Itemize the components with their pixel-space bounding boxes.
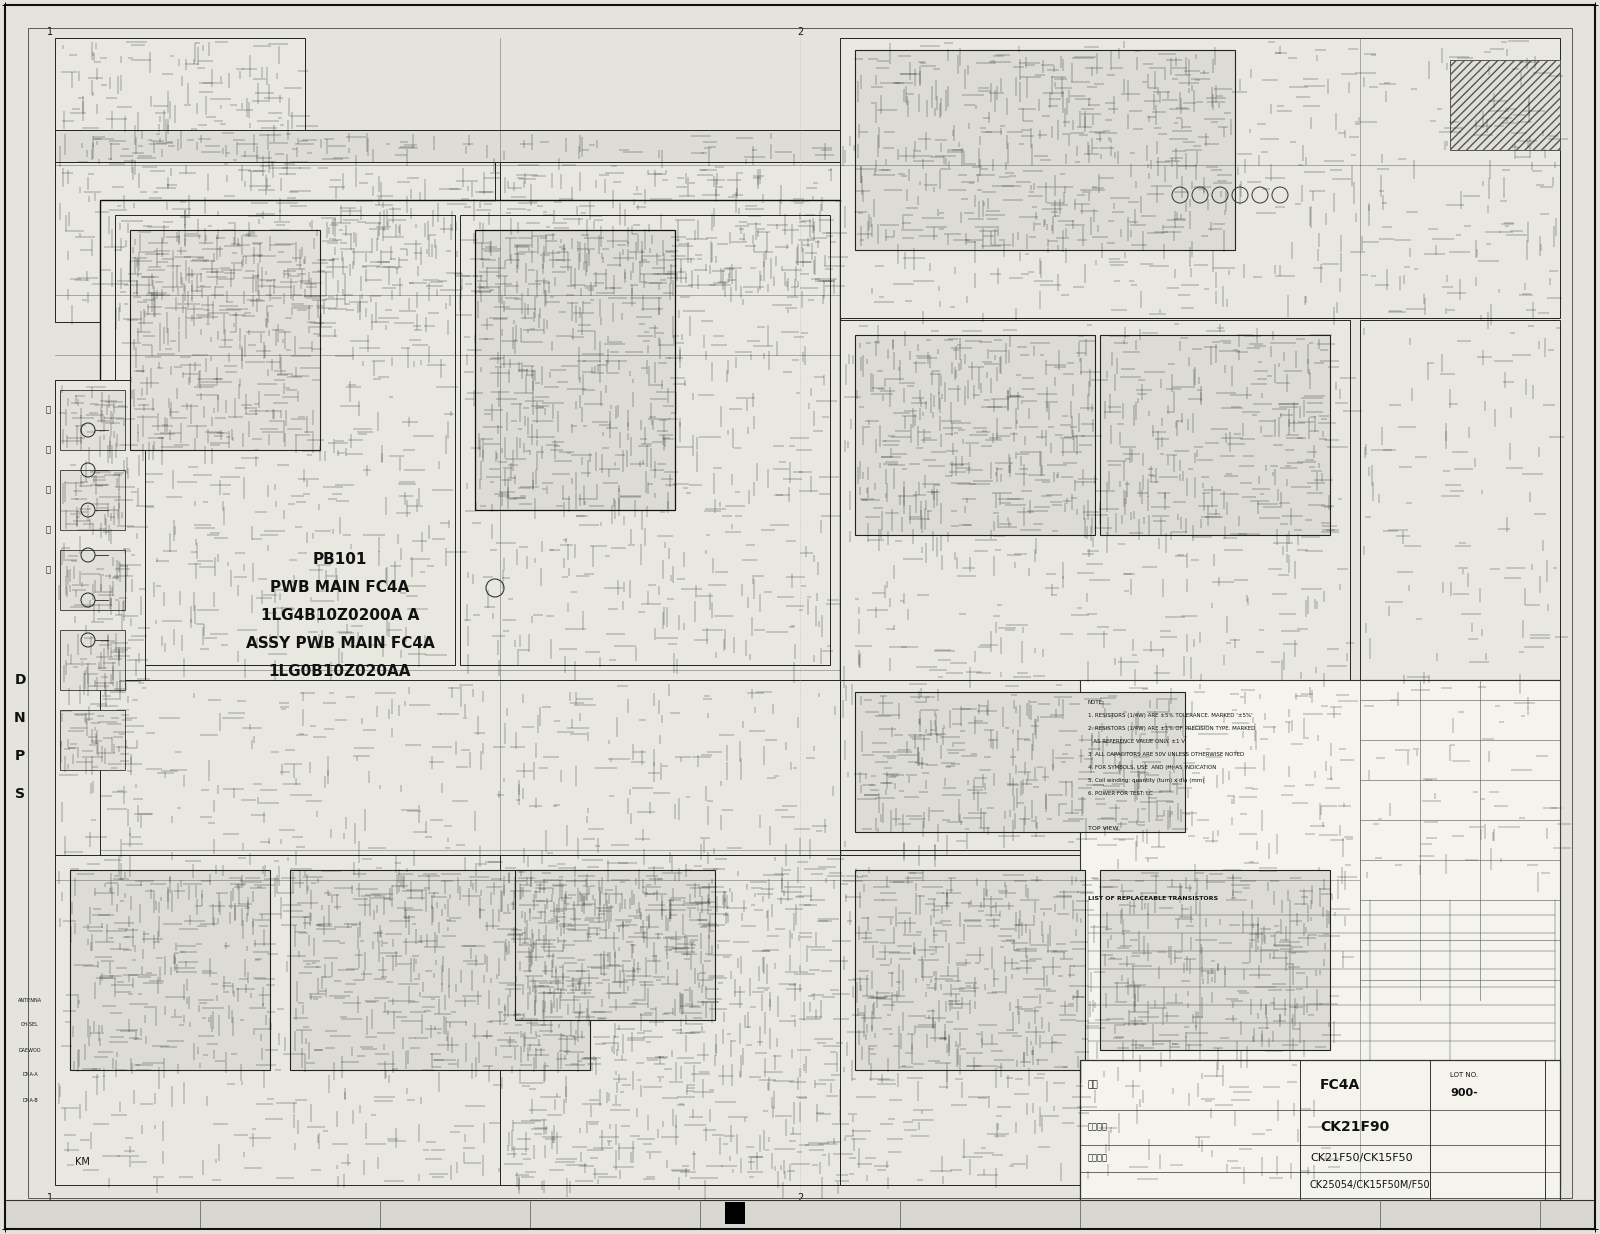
- Text: ANTENNA: ANTENNA: [18, 997, 42, 1002]
- Text: 3. ALL CAPACITORS ARE 50V UNLESS OTHERWISE NOTED: 3. ALL CAPACITORS ARE 50V UNLESS OTHERWI…: [1088, 752, 1245, 756]
- Text: CH-SEL: CH-SEL: [21, 1023, 38, 1028]
- Bar: [475, 230, 675, 510]
- Text: DAEWOO: DAEWOO: [19, 1048, 42, 1053]
- Bar: [499, 855, 840, 1185]
- Bar: [499, 162, 840, 292]
- Text: PB101: PB101: [314, 553, 366, 568]
- Text: PLOT DATE: PLOT DATE: [600, 1213, 630, 1218]
- Text: CK25054/CK15F50M/F50: CK25054/CK15F50M/F50: [1310, 1180, 1430, 1190]
- Bar: [840, 320, 1350, 680]
- Bar: [54, 130, 875, 162]
- Text: 偏: 偏: [45, 445, 51, 454]
- Text: 2: 2: [797, 27, 803, 37]
- Text: DRAWING NO.: DRAWING NO.: [971, 1213, 1010, 1218]
- Bar: [1080, 680, 1560, 1190]
- Bar: [854, 692, 1186, 832]
- Text: DNA-B: DNA-B: [22, 1097, 38, 1102]
- Text: 振: 振: [45, 406, 51, 415]
- Text: 2. RESISTORS (1/4W) ARE ±1% OF PRECISION TYPE. MARKED: 2. RESISTORS (1/4W) ARE ±1% OF PRECISION…: [1088, 726, 1256, 731]
- Text: 900-: 900-: [1450, 1088, 1478, 1098]
- Text: S: S: [14, 787, 26, 801]
- Bar: [515, 870, 715, 1021]
- Bar: [854, 334, 1094, 536]
- Bar: [290, 870, 590, 1070]
- Text: KM: KM: [75, 1157, 90, 1167]
- Text: 5. Coil winding: quantity (turn) x dia (mm): 5. Coil winding: quantity (turn) x dia (…: [1088, 777, 1205, 784]
- Text: NOTE:: NOTE:: [1088, 700, 1106, 705]
- Bar: [54, 38, 306, 178]
- Bar: [854, 870, 1085, 1070]
- Bar: [54, 855, 894, 1185]
- Text: CK21F50/CK15F50: CK21F50/CK15F50: [1310, 1153, 1413, 1162]
- Text: 1: 1: [46, 27, 53, 37]
- Text: 幅: 幅: [45, 485, 51, 495]
- Bar: [854, 51, 1235, 251]
- Bar: [61, 631, 125, 690]
- Text: PAGE: PAGE: [1453, 1213, 1467, 1218]
- Bar: [61, 550, 125, 610]
- Text: 通用機型: 通用機型: [1088, 1154, 1107, 1162]
- Bar: [461, 215, 830, 665]
- Text: 1. RESISTORS (1/4W) ARE ±5% TOLERANCE. MARKED '±5%': 1. RESISTORS (1/4W) ARE ±5% TOLERANCE. M…: [1088, 713, 1253, 718]
- Bar: [840, 855, 1350, 1185]
- Text: FC4A: FC4A: [1320, 1079, 1360, 1092]
- Bar: [54, 380, 146, 860]
- Text: DRAWING MODEL: DRAWING MODEL: [77, 1213, 125, 1218]
- Bar: [1360, 320, 1560, 880]
- Bar: [1080, 1060, 1560, 1199]
- Bar: [5, 1199, 1595, 1229]
- Text: 電: 電: [45, 526, 51, 534]
- Bar: [115, 215, 454, 665]
- Bar: [1450, 60, 1560, 151]
- Text: N: N: [14, 711, 26, 726]
- Text: REAR AV: REAR AV: [1494, 1150, 1525, 1156]
- Text: TOP VIEW: TOP VIEW: [1088, 826, 1118, 830]
- Text: SANYO ELECTRIC CO.: SANYO ELECTRIC CO.: [582, 1212, 698, 1222]
- Bar: [61, 390, 125, 450]
- Bar: [54, 162, 494, 322]
- Bar: [61, 710, 125, 770]
- Text: 源: 源: [45, 565, 51, 575]
- Text: 1LG0B10Z020AA: 1LG0B10Z020AA: [269, 664, 411, 680]
- Bar: [99, 200, 840, 880]
- Text: 機芯: 機芯: [1088, 1081, 1099, 1090]
- Text: 1LG4B10Z0200A A: 1LG4B10Z0200A A: [261, 608, 419, 623]
- Bar: [1101, 870, 1330, 1050]
- Bar: [1360, 680, 1560, 1185]
- Text: PWB MAIN FC4A: PWB MAIN FC4A: [270, 580, 410, 596]
- Text: AS REFERENCE VALUE ONLY. ±1 V: AS REFERENCE VALUE ONLY. ±1 V: [1088, 739, 1186, 744]
- Text: 6. POWER FOR TEST: LC: 6. POWER FOR TEST: LC: [1088, 791, 1154, 796]
- Text: 1: 1: [46, 1193, 53, 1203]
- Bar: [1101, 334, 1330, 536]
- Text: CK21F90: CK21F90: [1320, 1120, 1389, 1134]
- Text: LOT NO.: LOT NO.: [1450, 1072, 1478, 1079]
- Bar: [70, 870, 270, 1070]
- Text: D: D: [14, 673, 26, 687]
- Text: SCL: SCL: [450, 1213, 461, 1218]
- Text: ASSY PWB MAIN FC4A: ASSY PWB MAIN FC4A: [246, 637, 434, 652]
- Bar: [725, 1202, 746, 1224]
- Text: P: P: [14, 749, 26, 763]
- Text: DNA-A: DNA-A: [22, 1072, 38, 1077]
- Bar: [130, 230, 320, 450]
- Bar: [840, 680, 1350, 850]
- Bar: [99, 680, 840, 930]
- Text: LIST OF REPLACEABLE TRANSISTORS: LIST OF REPLACEABLE TRANSISTORS: [1088, 896, 1218, 901]
- Text: 基本機型: 基本機型: [1088, 1123, 1107, 1132]
- Text: MODEL: MODEL: [280, 1213, 299, 1218]
- Text: 4. FOR SYMBOLS, USE  AND (H) AS INDICATION: 4. FOR SYMBOLS, USE AND (H) AS INDICATIO…: [1088, 765, 1216, 770]
- Bar: [61, 470, 125, 529]
- Bar: [840, 38, 1560, 318]
- Text: 2: 2: [797, 1193, 803, 1203]
